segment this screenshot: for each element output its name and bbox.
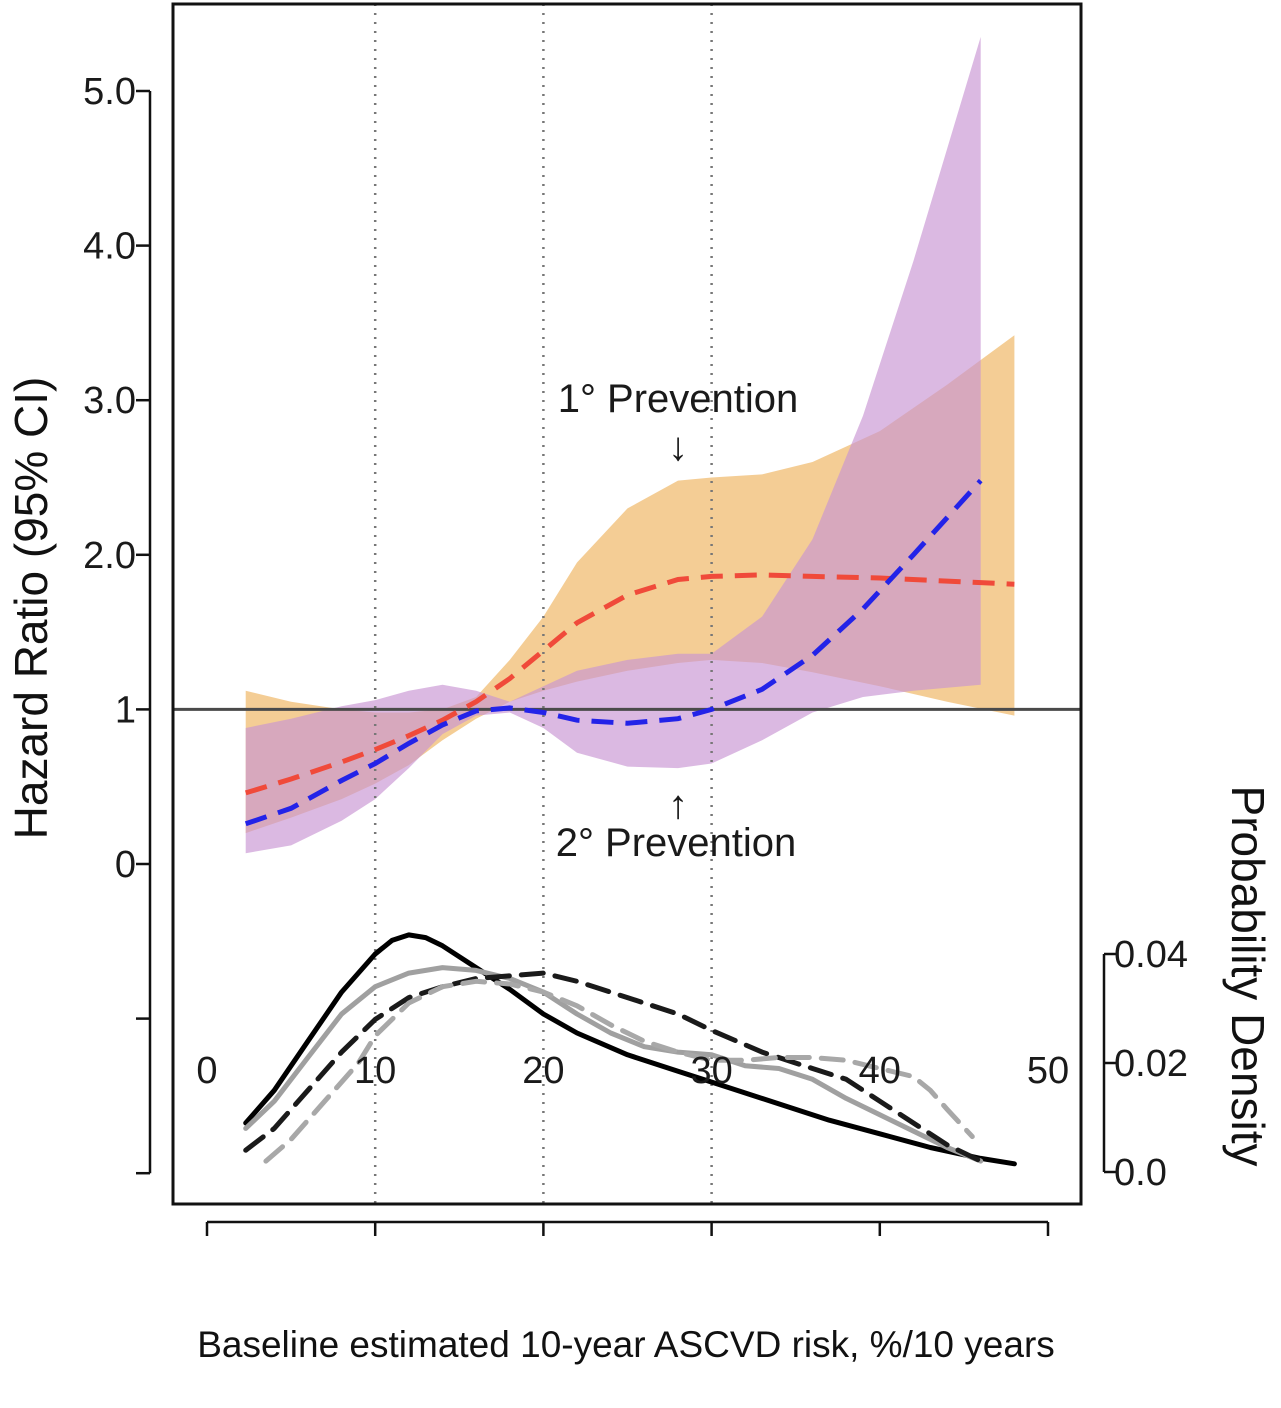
reference-gridlines	[373, 4, 713, 1204]
y-axis-title: Hazard Ratio (95% CI)	[5, 377, 57, 840]
hazard-ratio-axis: 0 1 2.0 3.0 4.0 5.0	[83, 71, 152, 1175]
density-line-4	[263, 978, 975, 1164]
ci-band-secondary	[245, 36, 981, 854]
density-line-3	[243, 970, 984, 1164]
density-lines	[243, 932, 1017, 1167]
hr-line-secondary	[244, 478, 983, 827]
x-axis-title: Baseline estimated 10-year ASCVD risk, %…	[197, 1324, 1055, 1365]
x-axis: 0 10 20 30 40 50	[196, 1050, 1069, 1236]
ci-band-primary	[245, 335, 1015, 834]
x-tick-label-10: 10	[354, 1050, 396, 1092]
primary-arrow-icon: ↓	[668, 425, 688, 469]
plot-frame	[171, 2, 1083, 1206]
primary-prevention-label: 1° Prevention	[558, 377, 799, 421]
density-axis: 0.0 0.02 0.04	[1102, 934, 1188, 1194]
hr-line-primary	[244, 572, 1015, 796]
secondary-prevention-label: 2° Prevention	[556, 821, 797, 865]
y-tick-label-0: 0	[115, 844, 136, 886]
y2-tick-label-0: 0.0	[1114, 1152, 1167, 1194]
ci-bands	[245, 36, 1015, 854]
x-tick-label-50: 50	[1027, 1050, 1069, 1092]
hazard-ratio-lines	[244, 478, 1015, 827]
density-line-1	[243, 932, 1017, 1167]
y-tick-label-1: 1	[115, 689, 136, 731]
y-tick-label-4: 4.0	[83, 226, 136, 268]
density-line-2	[243, 965, 984, 1164]
x-tick-label-40: 40	[859, 1050, 901, 1092]
y-tick-label-2: 2.0	[83, 535, 136, 577]
x-tick-label-0: 0	[196, 1050, 217, 1092]
x-tick-label-20: 20	[522, 1050, 564, 1092]
y2-tick-label-2: 0.04	[1114, 934, 1188, 976]
y2-tick-label-1: 0.02	[1114, 1043, 1188, 1085]
y-tick-label-5: 5.0	[83, 71, 136, 113]
secondary-arrow-icon: ↑	[668, 783, 688, 827]
x-tick-label-30: 30	[690, 1050, 732, 1092]
y2-axis-title: Probability Density	[1222, 786, 1274, 1167]
y-tick-label-3: 3.0	[83, 380, 136, 422]
